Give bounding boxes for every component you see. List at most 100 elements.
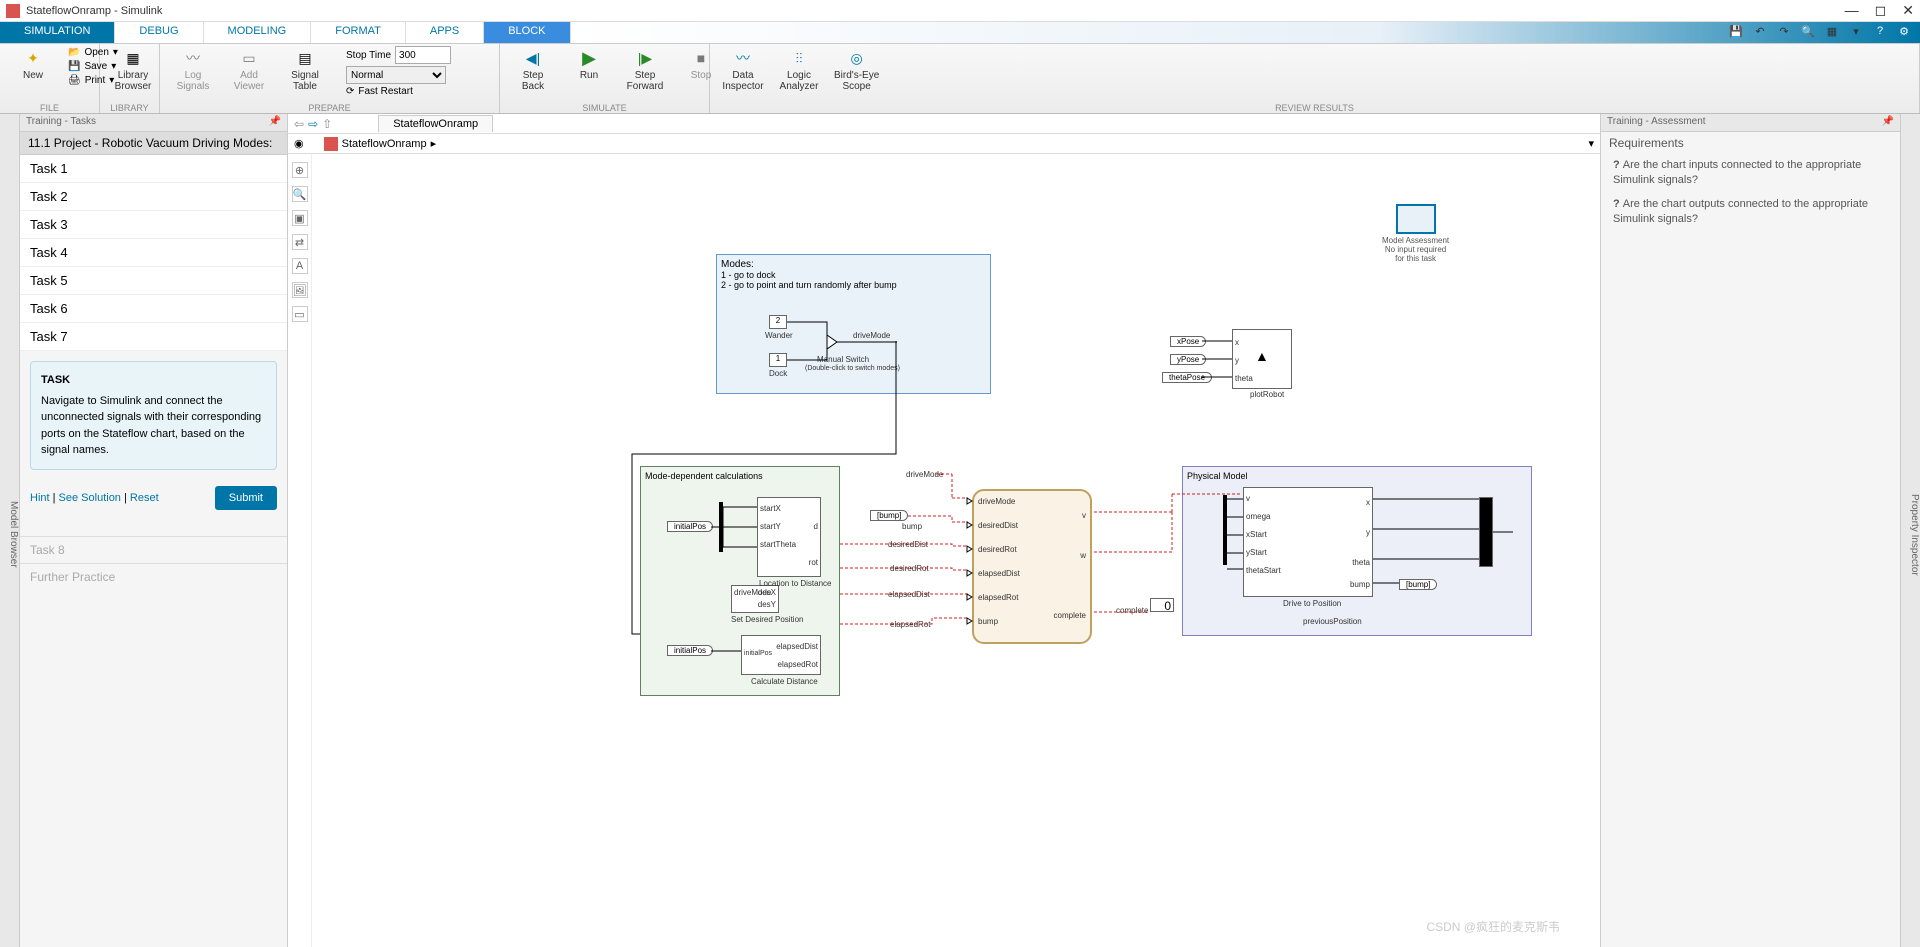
nav-back-icon[interactable]: ⇦ xyxy=(294,117,304,131)
from-tag[interactable]: yPose xyxy=(1170,354,1206,365)
dropdown-icon[interactable]: ▾ xyxy=(1588,137,1594,150)
property-inspector-tab[interactable]: Property Inspector xyxy=(1900,114,1920,947)
fast-restart-button[interactable]: ⟳ Fast Restart xyxy=(346,86,451,97)
logic-analyzer-button[interactable]: ⫶⫶ Logic Analyzer xyxy=(774,46,824,94)
ribbon: ✦ New 📂 Open ▾ 💾 Save ▾ 🖨 Print ▾ FILE ▦… xyxy=(0,44,1920,114)
task-item[interactable]: Task 7 xyxy=(20,323,287,351)
plotrobot-block[interactable]: x y theta ▲ xyxy=(1232,329,1292,389)
swap-icon[interactable]: ⇄ xyxy=(292,234,308,250)
canvas-tab[interactable]: StateflowOnramp xyxy=(378,115,493,132)
library-browser-button[interactable]: ▦ Library Browser xyxy=(108,46,158,94)
physical-model-area[interactable]: Physical Model v omega xStart yStart the… xyxy=(1182,466,1532,636)
tab-modeling[interactable]: MODELING xyxy=(204,22,312,43)
undo-icon[interactable]: ↶ xyxy=(1752,25,1768,41)
subsystem-block[interactable]: driveMode desX desY xyxy=(731,585,779,613)
data-inspector-icon: 〰 xyxy=(733,48,753,68)
save-icon[interactable]: 💾 xyxy=(1728,25,1744,41)
step-back-button[interactable]: ◀| Step Back xyxy=(508,46,558,94)
breadcrumb-text[interactable]: StateflowOnramp xyxy=(342,138,427,150)
help-icon[interactable]: ? xyxy=(1872,25,1888,41)
redo-icon[interactable]: ↷ xyxy=(1776,25,1792,41)
log-signals-button[interactable]: 〰 Log Signals xyxy=(168,46,218,94)
canvas-tools: ⊕ 🔍 ▣ ⇄ A 🖼 ▭ xyxy=(288,154,312,947)
signal-table-button[interactable]: ▤ Signal Table xyxy=(280,46,330,94)
arrange-icon[interactable]: ▦ xyxy=(1824,25,1840,41)
zoom-icon[interactable]: 🔍 xyxy=(292,186,308,202)
see-solution-link[interactable]: See Solution xyxy=(59,492,121,504)
from-tag[interactable]: initialPos xyxy=(667,645,713,656)
from-tag[interactable]: initialPos xyxy=(667,521,713,532)
step-forward-button[interactable]: |▶ Step Forward xyxy=(620,46,670,94)
new-button[interactable]: ✦ New xyxy=(8,46,58,83)
modes-annotation[interactable]: Modes: 1 - go to dock 2 - go to point an… xyxy=(716,254,991,394)
submit-button[interactable]: Submit xyxy=(215,486,277,510)
add-viewer-button[interactable]: ▭ Add Viewer xyxy=(224,46,274,94)
minimize-button[interactable]: — xyxy=(1845,2,1859,19)
diagram[interactable]: Modes: 1 - go to dock 2 - go to point an… xyxy=(312,154,1600,947)
nav-up-icon[interactable]: ⇧ xyxy=(322,117,332,131)
hint-link[interactable]: Hint xyxy=(30,492,50,504)
task-item[interactable]: Task 1 xyxy=(20,155,287,183)
calc-area[interactable]: Mode-dependent calculations initialPos s… xyxy=(640,466,840,696)
nav-forward-icon[interactable]: ⇨ xyxy=(308,117,318,131)
pin-icon[interactable]: 📌 xyxy=(1882,116,1894,129)
from-tag[interactable]: xPose xyxy=(1170,336,1206,347)
tab-debug[interactable]: DEBUG xyxy=(115,22,203,43)
model-browser-tab[interactable]: Model Browser xyxy=(0,114,20,947)
birds-eye-icon: ◎ xyxy=(847,48,867,68)
task-item[interactable]: Task 3 xyxy=(20,211,287,239)
requirements-header: Requirements xyxy=(1601,132,1900,154)
reset-link[interactable]: Reset xyxy=(130,492,159,504)
drive-block[interactable]: v omega xStart yStart thetaStart x y the… xyxy=(1243,487,1373,597)
mux-block[interactable] xyxy=(1479,497,1493,567)
image-icon[interactable]: 🖼 xyxy=(292,282,308,298)
task-item[interactable]: Task 5 xyxy=(20,267,287,295)
task-card-body: Navigate to Simulink and connect the unc… xyxy=(41,393,266,459)
subsystem-block[interactable]: initialPos elapsedDist elapsedRot xyxy=(741,635,821,675)
chevron-right-icon: ▸ xyxy=(431,137,437,150)
from-tag[interactable]: thetaPose xyxy=(1162,372,1212,383)
stateflow-chart[interactable]: driveMode desiredDist desiredRot elapsed… xyxy=(972,489,1092,644)
goto-tag[interactable]: [bump] xyxy=(1399,579,1437,590)
subsystem-block[interactable]: startX startY startTheta d rot xyxy=(757,497,821,577)
search-icon[interactable]: 🔍 xyxy=(1800,25,1816,41)
library-icon: ▦ xyxy=(123,48,143,68)
assessment-panel: Training - Assessment📌 Requirements Are … xyxy=(1600,114,1900,947)
area-icon[interactable]: ▭ xyxy=(292,306,308,322)
signal-table-icon: ▤ xyxy=(295,48,315,68)
close-button[interactable]: ✕ xyxy=(1902,2,1914,19)
model-assessment-block[interactable]: Model Assessment No input required for t… xyxy=(1382,204,1449,263)
chevron-down-icon[interactable]: ▾ xyxy=(1848,25,1864,41)
from-tag[interactable]: [bump] xyxy=(870,510,908,521)
display-block[interactable]: 0 xyxy=(1150,598,1174,612)
titlebar: StateflowOnramp - Simulink — ◻ ✕ xyxy=(0,0,1920,22)
text-icon[interactable]: A xyxy=(292,258,308,274)
tab-format[interactable]: FORMAT xyxy=(311,22,406,43)
tab-block[interactable]: BLOCK xyxy=(484,22,570,43)
panel-title: Training - Tasks xyxy=(26,116,96,129)
maximize-button[interactable]: ◻ xyxy=(1875,2,1887,19)
task-item[interactable]: Task 6 xyxy=(20,295,287,323)
canvas-area: ⇦ ⇨ ⇧ StateflowOnramp ◉ StateflowOnramp … xyxy=(288,114,1600,947)
step-forward-icon: |▶ xyxy=(635,48,655,68)
data-inspector-button[interactable]: 〰 Data Inspector xyxy=(718,46,768,94)
tab-simulation[interactable]: SIMULATION xyxy=(0,22,115,43)
tab-apps[interactable]: APPS xyxy=(406,22,484,43)
task-dim[interactable]: Further Practice xyxy=(20,563,287,590)
zoom-fit-icon[interactable]: ⊕ xyxy=(292,162,308,178)
task-item[interactable]: Task 2 xyxy=(20,183,287,211)
stoptime-input[interactable] xyxy=(395,46,451,64)
constant-block[interactable]: 1 xyxy=(769,353,787,367)
task-dim[interactable]: Task 8 xyxy=(20,536,287,563)
fit-icon[interactable]: ▣ xyxy=(292,210,308,226)
gear-icon[interactable]: ⚙ xyxy=(1896,25,1912,41)
explorer-icon[interactable]: ◉ xyxy=(294,137,304,150)
constant-block[interactable]: 2 xyxy=(769,315,787,329)
mode-select[interactable]: Normal xyxy=(346,66,446,84)
run-button[interactable]: ▶ Run xyxy=(564,46,614,83)
task-item[interactable]: Task 4 xyxy=(20,239,287,267)
pin-icon[interactable]: 📌 xyxy=(269,116,281,129)
birds-eye-button[interactable]: ◎ Bird's-Eye Scope xyxy=(830,46,883,94)
panel-title: Training - Assessment xyxy=(1607,116,1706,129)
log-icon: 〰 xyxy=(183,48,203,68)
